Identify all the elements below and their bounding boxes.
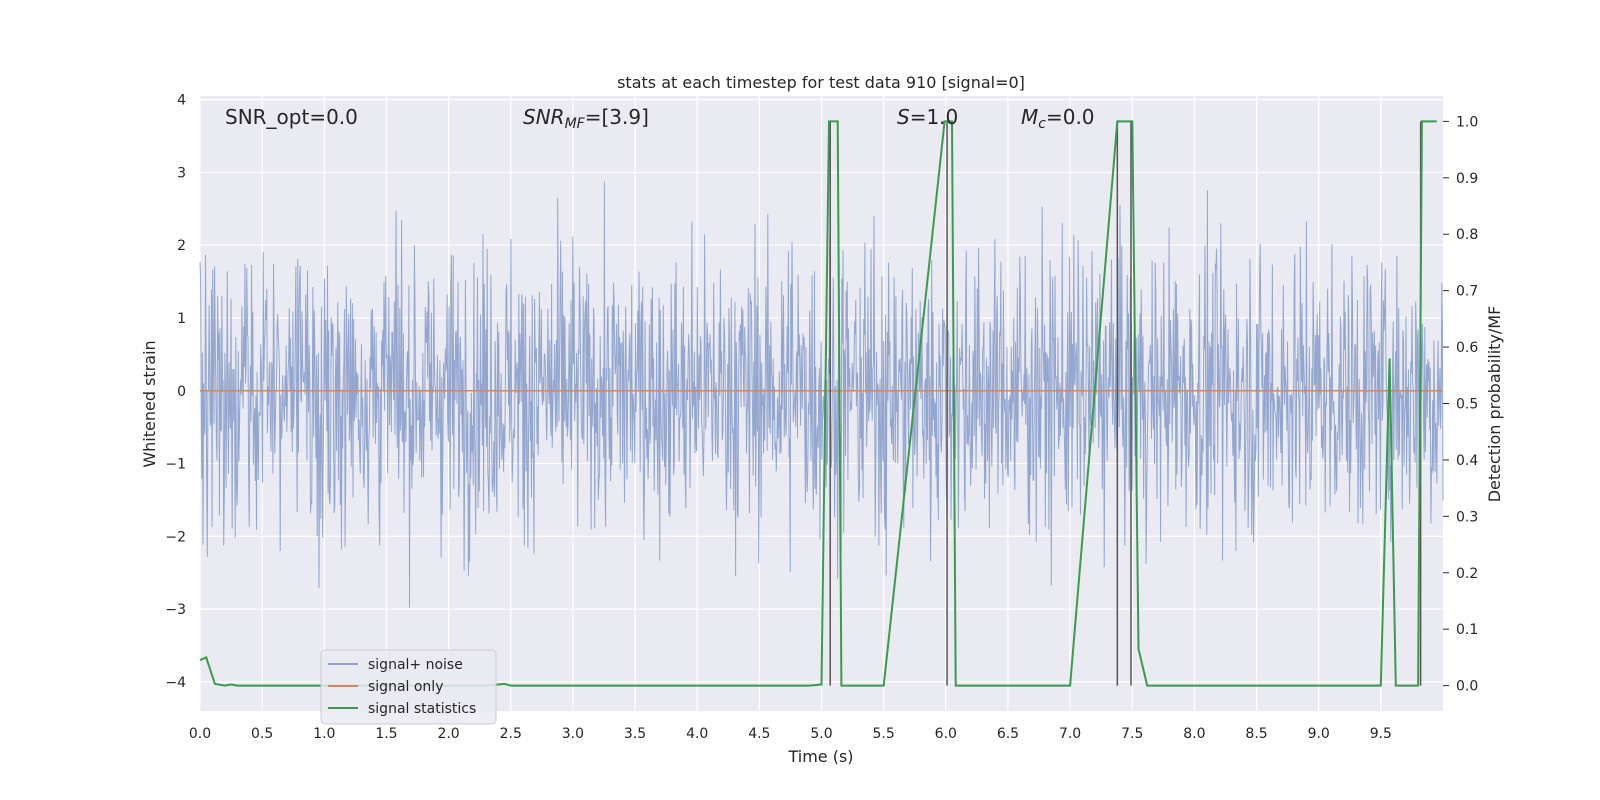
x-tick-label: 0.0 xyxy=(189,726,211,742)
legend-box xyxy=(320,649,497,725)
legend-label-signal-noise: signal+ noise xyxy=(368,657,463,673)
annotations: SNR_opt=0.0 SNRMF=[3.9] S=1.0 Mc=0.0 xyxy=(225,105,1095,132)
x-tick-label: 7.5 xyxy=(1121,726,1143,742)
y2-tick-labels: 0.0 0.1 0.2 0.3 0.4 0.5 0.6 0.7 0.8 0.9 1.0 xyxy=(1443,114,1478,695)
x-tick-label: 5.5 xyxy=(873,726,895,742)
y2-tick-label: 0.7 xyxy=(1456,284,1478,300)
y-tick-label: 3 xyxy=(177,165,186,181)
y2-tick-label: 0.5 xyxy=(1456,397,1478,413)
x-tick-label: 8.0 xyxy=(1183,726,1205,742)
y-tick-label: −4 xyxy=(165,675,186,691)
annotation: SNR_opt=0.0 xyxy=(225,105,358,129)
annotation: S=1.0 xyxy=(897,105,958,129)
y2-tick-label: 0.4 xyxy=(1456,453,1478,469)
x-tick-label: 9.0 xyxy=(1308,726,1330,742)
x-tick-label: 1.0 xyxy=(313,726,335,742)
x-tick-labels: 0.0 0.5 1.0 1.5 2.0 2.5 3.0 3.5 4.0 4.5 5.0 5.5 6.0 6… xyxy=(189,726,1392,742)
y-tick-label: −3 xyxy=(165,602,186,618)
x-tick-label: 5.0 xyxy=(810,726,832,742)
y2-tick-label: 0.1 xyxy=(1456,622,1478,638)
y2-tick-label: 0.2 xyxy=(1456,566,1478,582)
x-tick-label: 1.5 xyxy=(375,726,397,742)
chart-title: stats at each timestep for test data 910… xyxy=(617,73,1025,92)
x-tick-label: 3.0 xyxy=(562,726,584,742)
y2-tick-label: 0.3 xyxy=(1456,509,1478,525)
x-tick-label: 0.5 xyxy=(251,726,273,742)
y2-tick-label: 0.9 xyxy=(1456,171,1478,187)
x-tick-label: 3.5 xyxy=(624,726,646,742)
series-signal-noise xyxy=(199,181,1444,608)
y2-tick-label: 0.6 xyxy=(1456,340,1478,356)
x-tick-label: 4.0 xyxy=(686,726,708,742)
x-tick-label: 2.0 xyxy=(437,726,459,742)
y-tick-labels: −4 −3 −2 −1 0 1 2 3 4 xyxy=(165,93,186,691)
annotation: SNRMF=[3.9] xyxy=(523,105,649,132)
y2-tick-label: 0.8 xyxy=(1456,227,1478,243)
x-tick-label: 9.5 xyxy=(1370,726,1392,742)
y-tick-label: 2 xyxy=(177,238,186,254)
x-tick-label: 2.5 xyxy=(500,726,522,742)
y-tick-label: −2 xyxy=(165,529,186,545)
x-tick-label: 8.5 xyxy=(1245,726,1267,742)
noise-trace xyxy=(199,181,1444,608)
x-axis-title: Time (s) xyxy=(787,747,853,766)
legend: signal+ noise signal only signal statist… xyxy=(320,649,497,725)
y-tick-label: 4 xyxy=(177,93,186,109)
legend-label-signal-statistics: signal statistics xyxy=(368,701,476,717)
x-tick-label: 6.0 xyxy=(935,726,957,742)
y-axis-title: Whitened strain xyxy=(140,340,159,467)
y-tick-label: 1 xyxy=(177,311,186,327)
y2-tick-label: 1.0 xyxy=(1456,114,1478,130)
y2-axis-title: Detection probability/MF xyxy=(1485,306,1504,503)
y-tick-label: 0 xyxy=(177,384,186,400)
y-tick-label: −1 xyxy=(165,457,186,473)
legend-label-signal-only: signal only xyxy=(368,679,443,695)
x-tick-label: 7.0 xyxy=(1059,726,1081,742)
y2-tick-label: 0.0 xyxy=(1456,679,1478,695)
annotation: Mc=0.0 xyxy=(1021,105,1095,132)
x-tick-label: 6.5 xyxy=(997,726,1019,742)
x-tick-label: 4.5 xyxy=(748,726,770,742)
